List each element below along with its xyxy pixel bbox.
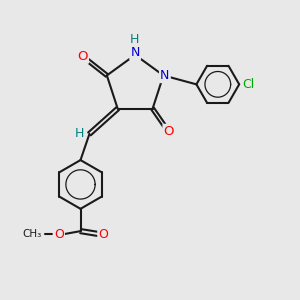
Text: N: N [160, 69, 170, 82]
Text: H: H [130, 33, 139, 46]
Text: N: N [130, 46, 140, 59]
Text: O: O [98, 228, 108, 241]
Text: O: O [54, 228, 64, 241]
Text: Cl: Cl [242, 78, 254, 91]
Text: CH₃: CH₃ [22, 229, 41, 239]
Text: O: O [77, 50, 88, 63]
Text: H: H [74, 128, 84, 140]
Text: O: O [164, 125, 174, 138]
